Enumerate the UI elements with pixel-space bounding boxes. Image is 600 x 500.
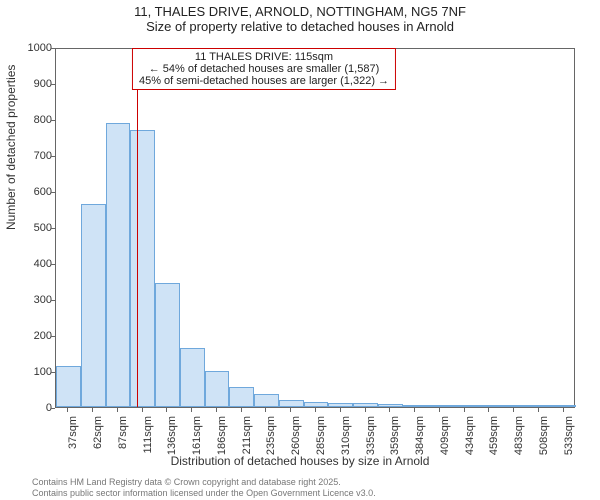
histogram-bar [353,403,378,407]
y-tick-label: 400 [12,258,52,270]
histogram-bar [502,405,527,407]
histogram-bar [254,394,279,407]
x-tick-mark [241,408,242,412]
annotation-line: 45% of semi-detached houses are larger (… [139,75,389,87]
histogram-bar [378,404,403,407]
x-tick-mark [513,408,514,412]
x-tick-mark [166,408,167,412]
chart-title-line2: Size of property relative to detached ho… [0,19,600,34]
histogram-bar [328,403,353,407]
y-tick-label: 200 [12,330,52,342]
histogram-bar [452,405,477,407]
y-tick-mark [51,408,55,409]
histogram-bar [304,402,329,407]
histogram-bar [56,366,81,407]
histogram-bar [106,123,131,407]
histogram-bar [427,405,452,407]
x-tick-mark [92,408,93,412]
x-tick-mark [216,408,217,412]
x-tick-mark [191,408,192,412]
histogram-bar [477,405,502,407]
histogram-bar [403,405,428,407]
y-tick-label: 0 [12,402,52,414]
histogram-bar [229,387,254,407]
x-tick-mark [142,408,143,412]
plot-area: 11 THALES DRIVE: 115sqm← 54% of detached… [55,48,575,408]
histogram-bar [551,405,576,407]
x-tick-mark [67,408,68,412]
histogram-bar [205,371,230,407]
y-tick-label: 1000 [12,42,52,54]
histogram-bar [279,400,304,407]
histogram-bar [130,130,155,407]
x-tick-mark [290,408,291,412]
histogram-bar [155,283,180,407]
annotation-line: ← 54% of detached houses are smaller (1,… [139,63,389,75]
annotation-box: 11 THALES DRIVE: 115sqm← 54% of detached… [132,48,396,90]
y-tick-label: 800 [12,114,52,126]
x-axis-label: Distribution of detached houses by size … [0,454,600,468]
y-tick-label: 500 [12,222,52,234]
y-tick-label: 900 [12,78,52,90]
footer-line2: Contains public sector information licen… [32,488,376,498]
x-tick-mark [389,408,390,412]
x-tick-mark [315,408,316,412]
footer-attribution: Contains HM Land Registry data © Crown c… [32,477,376,498]
x-tick-mark [439,408,440,412]
histogram-bar [81,204,106,407]
y-tick-label: 300 [12,294,52,306]
x-tick-mark [265,408,266,412]
x-tick-mark [414,408,415,412]
reference-line [137,49,139,407]
chart-title-block: 11, THALES DRIVE, ARNOLD, NOTTINGHAM, NG… [0,0,600,34]
x-tick-mark [365,408,366,412]
annotation-line: 11 THALES DRIVE: 115sqm [139,51,389,63]
y-tick-label: 600 [12,186,52,198]
histogram-bar [180,348,205,407]
y-tick-label: 700 [12,150,52,162]
x-tick-mark [464,408,465,412]
histogram-bar [526,405,551,407]
y-tick-label: 100 [12,366,52,378]
footer-line1: Contains HM Land Registry data © Crown c… [32,477,376,487]
x-tick-mark [563,408,564,412]
x-tick-mark [488,408,489,412]
chart-title-line1: 11, THALES DRIVE, ARNOLD, NOTTINGHAM, NG… [0,4,600,19]
x-tick-mark [117,408,118,412]
x-tick-mark [538,408,539,412]
x-tick-mark [340,408,341,412]
